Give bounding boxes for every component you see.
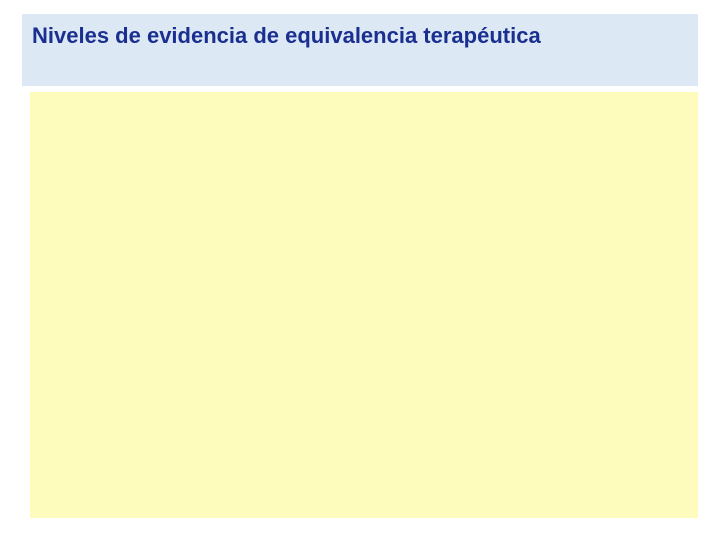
slide-container: Niveles de evidencia de equivalencia ter… xyxy=(0,0,720,540)
content-area xyxy=(30,92,698,518)
slide-title: Niveles de evidencia de equivalencia ter… xyxy=(32,22,541,50)
title-bar: Niveles de evidencia de equivalencia ter… xyxy=(22,14,698,86)
